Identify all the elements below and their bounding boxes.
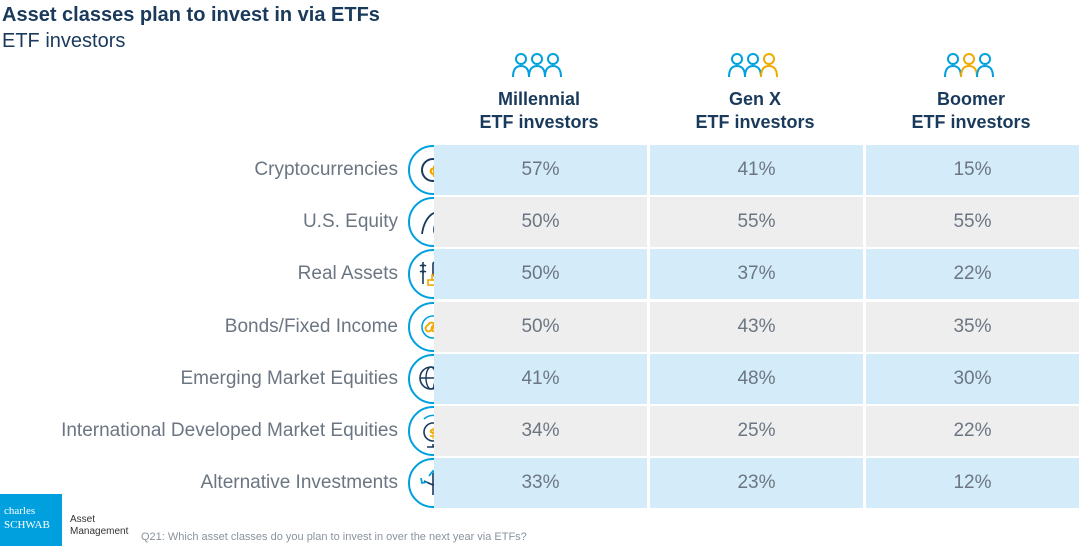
table-cell: 22%	[866, 249, 1079, 300]
table-cell: 55%	[866, 197, 1079, 248]
column-header: Gen X ETF investors	[650, 50, 860, 134]
table-cell: 15%	[866, 145, 1079, 195]
footnote: Q21: Which asset classes do you plan to …	[141, 531, 527, 543]
column-header-sublabel: ETF investors	[479, 112, 599, 132]
column-header-label: Gen X	[728, 89, 781, 109]
table-cell: 22%	[866, 406, 1079, 456]
table-cell: 50%	[434, 249, 647, 300]
row-label: Real Assets	[297, 263, 398, 285]
logo-tagline: Asset Management	[70, 514, 129, 537]
column-header-label: Boomer	[936, 89, 1005, 109]
chart-subtitle: ETF investors	[2, 30, 126, 52]
svg-text:¢: ¢	[428, 164, 437, 179]
svg-text:$: $	[429, 426, 437, 440]
table-cell: 41%	[434, 353, 647, 404]
column-header: Boomer ETF investors	[866, 50, 1076, 134]
table-cell: 25%	[650, 406, 863, 456]
row-label: International Developed Market Equities	[61, 420, 398, 441]
table-cell: 12%	[866, 458, 1079, 509]
table-cell: 48%	[650, 353, 863, 404]
people-icon	[866, 50, 1076, 82]
table-cell: 50%	[434, 197, 647, 248]
table-cell: 43%	[650, 301, 863, 352]
table-cell: 33%	[434, 458, 647, 509]
people-icon	[650, 50, 860, 82]
table-cell: 55%	[650, 197, 863, 248]
table-cell: 41%	[650, 145, 863, 195]
row-label: Bonds/Fixed Income	[224, 315, 398, 337]
row-label: Cryptocurrencies	[254, 159, 398, 180]
table-cell: 23%	[650, 458, 863, 509]
table-cell: 37%	[650, 249, 863, 300]
people-icon	[434, 50, 644, 82]
row-label: U.S. Equity	[302, 211, 398, 233]
schwab-logo: charles SCHWAB	[0, 494, 62, 546]
column-header-sublabel: ETF investors	[911, 112, 1031, 132]
chart-title: Asset classes plan to invest in via ETFs	[2, 4, 380, 26]
table-cell: 30%	[866, 353, 1079, 404]
row-label: Emerging Market Equities	[180, 367, 398, 389]
table-cell: 35%	[866, 301, 1079, 352]
column-header-label: Millennial	[497, 89, 580, 109]
column-header-sublabel: ETF investors	[695, 112, 815, 132]
table-cell: 57%	[434, 145, 647, 195]
column-header: Millennial ETF investors	[434, 50, 644, 134]
table-cell: 50%	[434, 301, 647, 352]
row-label: Alternative Investments	[200, 472, 398, 494]
table-cell: 34%	[434, 406, 647, 456]
